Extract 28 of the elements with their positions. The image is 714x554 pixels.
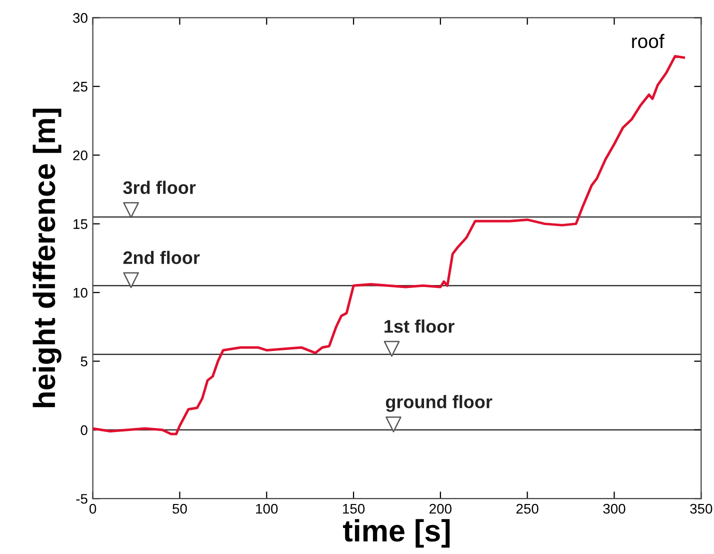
point bbox=[123, 272, 139, 288]
y-tick-label: 30 bbox=[73, 13, 88, 23]
annotation: 2nd floor bbox=[123, 250, 200, 264]
line-series bbox=[92, 54, 686, 436]
y-tick-label: 5 bbox=[80, 356, 88, 366]
annotation: roof bbox=[632, 34, 664, 48]
x-tick-label: 50 bbox=[172, 504, 187, 514]
x-axis-title: time [s] bbox=[343, 519, 450, 548]
x-tick-label: 200 bbox=[430, 504, 452, 514]
y-tick-label: 10 bbox=[74, 288, 88, 298]
y-tick-label: 0 bbox=[80, 425, 88, 436]
y-tick-label: 25 bbox=[73, 82, 88, 92]
point bbox=[123, 202, 139, 218]
x-tick-label: 250 bbox=[516, 504, 538, 514]
y-axis-title: height difference [m] bbox=[32, 108, 62, 408]
x-tick-label: 100 bbox=[256, 504, 278, 514]
x-tick-label: 350 bbox=[690, 504, 712, 514]
point bbox=[384, 340, 400, 357]
x-tick-label: 300 bbox=[603, 504, 626, 514]
x-tick-label: 150 bbox=[343, 504, 365, 514]
annotation: 1st floor bbox=[384, 320, 454, 333]
y-tick-label: -5 bbox=[76, 494, 88, 504]
annotation: ground floor bbox=[386, 395, 492, 412]
y-tick-label: 20 bbox=[73, 150, 88, 160]
annotation: 3rd floor bbox=[123, 180, 196, 194]
x-tick-label: 0 bbox=[90, 504, 96, 514]
point bbox=[386, 416, 402, 432]
y-tick-label: 15 bbox=[74, 219, 88, 229]
